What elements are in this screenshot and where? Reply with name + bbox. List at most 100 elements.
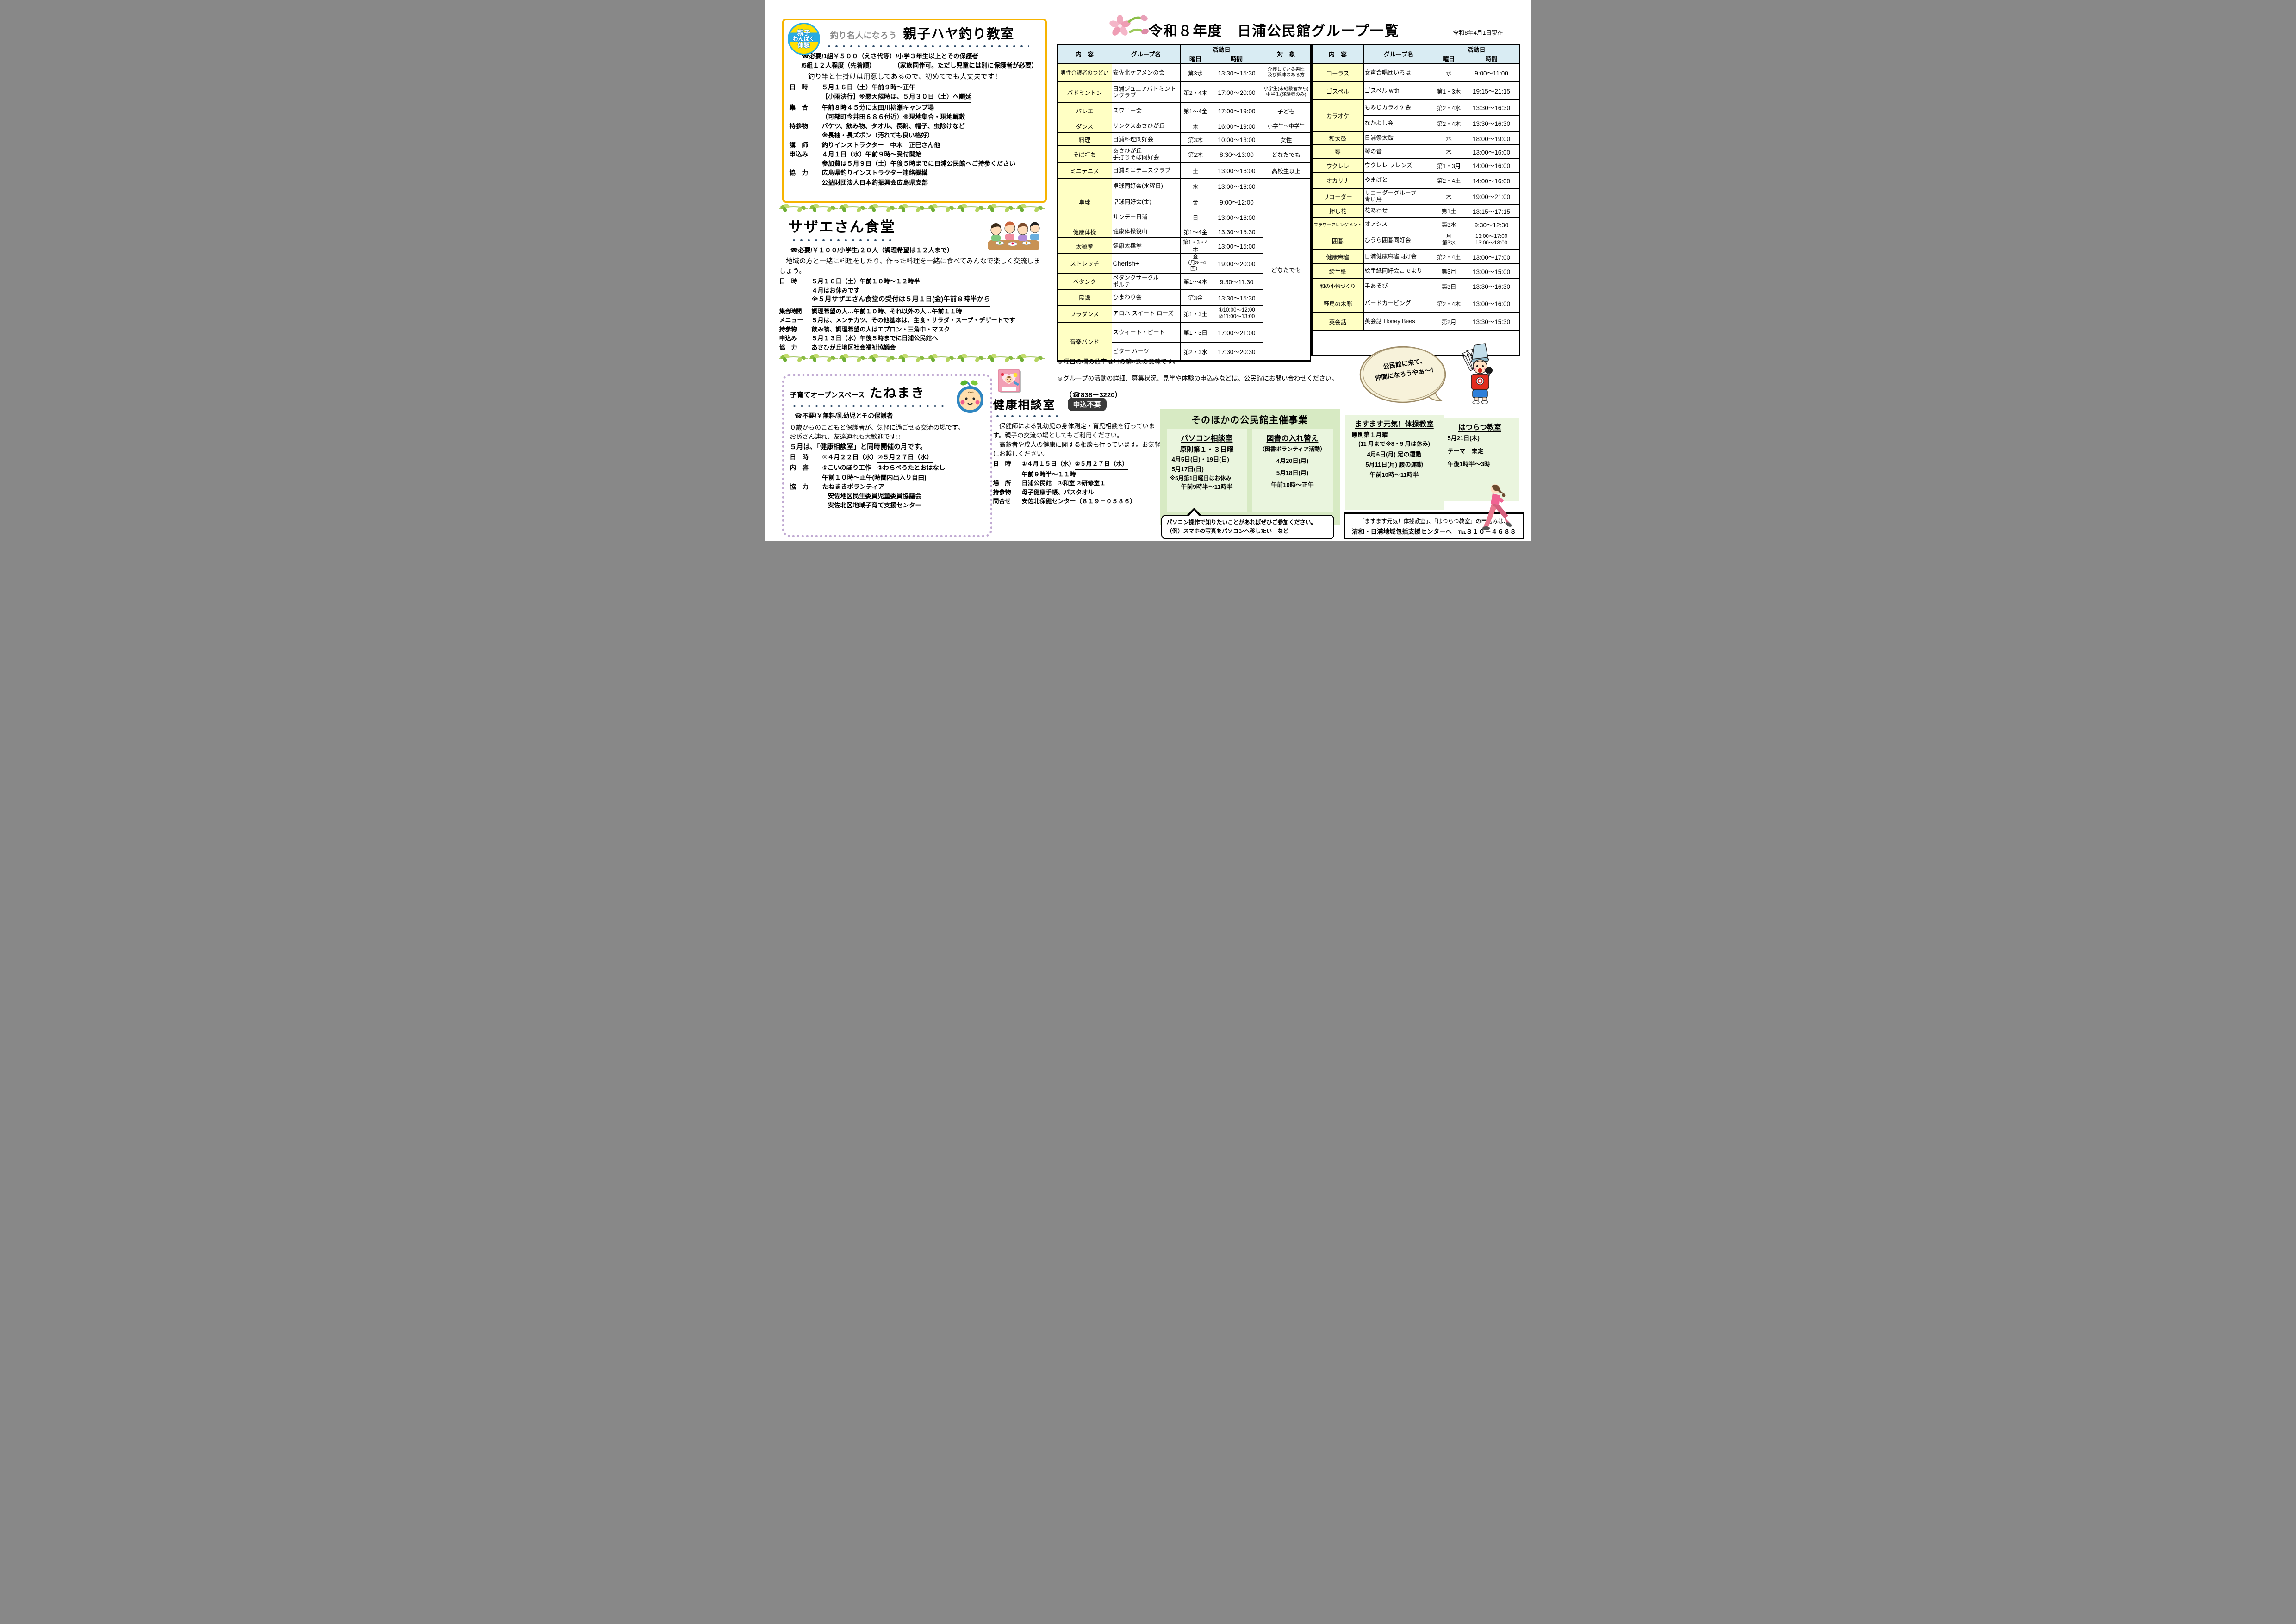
fishing-class-section: 親子 わんぱく 体験 釣り名人になろう 親子ハヤ釣り教室 ☎必要/1組￥５００（… bbox=[782, 19, 1047, 203]
pc-consult-line: 5月17日(日) bbox=[1171, 465, 1204, 473]
field-value: 釣りインストラクター 中木 正巳さん他 bbox=[821, 141, 940, 149]
table-row: カラオケ もみじカラオケ会 第2・4水 13:30～16:30 bbox=[1311, 99, 1520, 132]
badge-line: 体験 bbox=[797, 41, 810, 49]
field-value: 【小雨決行】 bbox=[821, 93, 859, 100]
table-row: 男性介護者のつどい 安佐北ケアメンの会 第3水 13:30～15:30 介護している男性… bbox=[1057, 63, 1311, 82]
group-table-left: 内 容 グループ名 活動日 対 象 曜日 時間 男性介護者のつどい 安佐北ケアメン… bbox=[1056, 44, 1311, 362]
field-value: （可部町今井田６８６付近）※現地集合・現地解散 bbox=[821, 113, 965, 120]
genki-line: 午前10時～11時半 bbox=[1369, 471, 1419, 478]
tanemaki-lead1: ０歳からのこどもと保護者が、気軽に過ごせる交流の場です。 bbox=[790, 424, 964, 431]
field-value: たねまきボランティア bbox=[822, 483, 884, 490]
table-row: 卓球同好会(金) 金 9:00～12:00 bbox=[1057, 194, 1310, 210]
fishing-info-capacity: /5組１２人程度（先着順） bbox=[801, 62, 876, 69]
table-row: 絵手紙 絵手紙同好会こでまり 第3月 13:00～15:00 bbox=[1311, 263, 1520, 279]
other-events-title: そのほかの公民館主催事業 bbox=[1191, 415, 1308, 425]
field-label: 申込み bbox=[779, 335, 797, 342]
field-value: あさひが丘地区社会福祉協議会 bbox=[811, 344, 896, 351]
dotted-divider-icon bbox=[790, 238, 895, 242]
table-row: 音楽バンド スウィート・ビート 第1・3日 17:00～21:00 bbox=[1057, 321, 1310, 362]
dotted-divider-icon bbox=[790, 404, 944, 408]
fishing-info-line1: ☎必要/1組￥５００（えさ代等）/小学３年生以上とその保護者 bbox=[801, 53, 978, 60]
field-label: 協 力 bbox=[779, 344, 797, 351]
exercise-woman-icon bbox=[1482, 484, 1512, 530]
col-header-group: グループ名 bbox=[1111, 44, 1181, 64]
table-row: ビター ハーツ 第2・3水 17:30～20:30 bbox=[1057, 342, 1310, 362]
field-value: 飲み物、調理希望の人はエプロン・三角巾・マスク bbox=[811, 325, 950, 333]
col-header-group: グループ名 bbox=[1363, 44, 1434, 64]
genki-title: ますます元気！体操教室 bbox=[1355, 420, 1434, 428]
field-value: 調理希望の人…午前１０時、それ以外の人…午前１１時 bbox=[811, 307, 962, 315]
field-value: ①４月２２日（水） bbox=[822, 454, 877, 461]
field-value: ４月１日（水）午前９時～受付開始 bbox=[821, 150, 922, 158]
field-label: 協 力 bbox=[790, 483, 809, 490]
sazae-lead: 地域の方と一緒に料理をしたり、作った料理を一緒に食べてみんなで楽しく交流しましょ… bbox=[779, 258, 1040, 275]
table-row: バドミントン 日浦ジュニアバドミントンクラブ 第2・4木 17:00～20:00 小学生… bbox=[1057, 81, 1311, 103]
fishing-lead: 釣り竿と仕掛けは用意してあるので、初めてでも大丈夫です！ bbox=[808, 73, 1002, 81]
table-row: 太極拳 健康太極拳 第1・3・4木 13:00～15:00 bbox=[1057, 237, 1310, 254]
badge-line: わんぱく bbox=[792, 36, 815, 43]
col-header-target: 対 象 bbox=[1262, 44, 1311, 64]
table-row: ミニテニス 日浦ミニテニスクラブ土 13:00～16:00 高校生以上 bbox=[1057, 162, 1311, 179]
table-row: コーラス 女声合唱団いろは水 9:00～11:00 bbox=[1311, 63, 1520, 82]
table-note-phone: （☎838－3220） bbox=[1065, 391, 1122, 399]
field-value: ５月１６日（土）午前９時～正午 bbox=[821, 84, 916, 91]
field-value: 日浦公民館 ①和室 ②研修室１ bbox=[1021, 480, 1106, 487]
table-row: ストレッチ Cherish+ 金 （月3～4回） 19:00～20:00 bbox=[1057, 253, 1310, 274]
col-header-time: 時間 bbox=[1210, 54, 1263, 64]
library-line: 4月20日(月) bbox=[1276, 457, 1309, 464]
other-events-section: そのほかの公民館主催事業 パソコン相談室 原則第１・３日曜 4月5日(日)・19… bbox=[1159, 409, 1340, 525]
application-note-box: 「ますます元気！体操教室」、「はつらつ教室」の申込みは、 清和・日浦地域包括支援… bbox=[1344, 512, 1524, 539]
health-consult-section: 健康相談室 申込不要 保健師による乳幼児の身体測定・育児相談を行っています。親子… bbox=[993, 369, 1163, 506]
pc-callout-box: パソコン操作で知りたいことがあればぜひご参加ください。 （例）スマホの写真をパソ… bbox=[1161, 508, 1334, 539]
genki-line: 原則第１月曜 bbox=[1351, 431, 1388, 438]
table-row: リコーダー リコーダーグループ 青い鳥木 19:00～21:00 bbox=[1311, 188, 1520, 205]
library-line: （図書ボランティア活動） bbox=[1259, 446, 1326, 452]
field-label: 日 時 bbox=[789, 84, 809, 91]
col-header-content: 内 容 bbox=[1057, 44, 1112, 64]
field-value: 午前８時４５分に太田川柳瀬キャンプ場 bbox=[821, 104, 934, 111]
col-header-day: 曜日 bbox=[1433, 54, 1464, 64]
field-label: 集 合 bbox=[789, 104, 809, 111]
library-title: 図書の入れ替え bbox=[1266, 435, 1319, 443]
field-value: ①こいのぼり工作 ②わらべうたとおはなし bbox=[822, 464, 946, 472]
table-row: 和太鼓 日浦祭太鼓水 18:00～19:00 bbox=[1311, 131, 1520, 145]
field-value: ５月は、メンチカツ、その他基本は、主食・サラダ・スープ・デザートです bbox=[811, 317, 1015, 324]
field-label: 持参物 bbox=[779, 325, 797, 333]
field-value: ※長袖・長ズボン（汚れても良い格好） bbox=[821, 132, 934, 139]
hatsuratsu-line: テーマ 未定 bbox=[1447, 448, 1484, 455]
col-header-activity: 活動日 bbox=[1180, 44, 1263, 54]
health-booklet-icon bbox=[998, 369, 1021, 393]
library-line: 5月18日(月) bbox=[1276, 469, 1309, 476]
clover-divider-icon bbox=[778, 202, 1045, 213]
sakura-icon bbox=[1109, 15, 1149, 36]
archer-character-icon bbox=[1461, 343, 1493, 404]
genki-line: (11 月まで※8・9 月は休み) bbox=[1358, 441, 1430, 448]
library-line: 午前10時～正午 bbox=[1271, 481, 1314, 488]
genki-line: 4月6日(月) 足の運動 bbox=[1367, 450, 1422, 458]
hatsuratsu-line: 午後1時半～3時 bbox=[1447, 461, 1490, 468]
fishing-header: 釣り名人になろう 親子ハヤ釣り教室 bbox=[830, 23, 1039, 43]
speech-bubble bbox=[1359, 346, 1446, 403]
table-row: 押し花 花あわせ 第1土 13:15～17:15 bbox=[1311, 204, 1520, 218]
table-row: 民謡 ひまわり会 第3金 13:30～15:30 bbox=[1057, 289, 1310, 306]
application-note-line2: 清和・日浦地域包括支援センターへ ℡８１０－４６８８ bbox=[1352, 528, 1516, 535]
badge-line: 親子 bbox=[797, 29, 810, 37]
table-row: 琴琴の音木 13:00～16:00 bbox=[1311, 144, 1520, 159]
field-label: 講 師 bbox=[789, 141, 809, 149]
tanemaki-section: 子育てオープンスペース たねまき ☎不要/￥無料/乳幼児とその保護者 ０歳からの… bbox=[782, 374, 992, 537]
col-header-time: 時間 bbox=[1463, 54, 1520, 64]
sazae-dining-section: サザエさん食堂 ☎必要/￥１００/小学生/２０人（調理希望は１２人まで） bbox=[778, 202, 1049, 364]
field-value: ５月１３日（水）午後５時までに日浦公民館へ bbox=[811, 335, 938, 342]
kids-meal-clipart-icon bbox=[987, 221, 1039, 250]
tanemaki-lead2: お孫さん連れ、友達連れも大歓迎です!! bbox=[790, 433, 901, 440]
table-row: オカリナ やまばと 第2・4土 14:00～16:00 bbox=[1311, 172, 1520, 189]
field-label: 日 時 bbox=[779, 278, 797, 285]
field-value: バケツ、飲み物、タオル、長靴、帽子、虫除けなど bbox=[821, 123, 965, 130]
fishing-title: 親子ハヤ釣り教室 bbox=[903, 27, 1014, 42]
field-label: 内 容 bbox=[790, 464, 809, 472]
postpone-note: ※悪天候時は、５月３０日（土）へ順延 bbox=[859, 92, 972, 103]
kenkou-lead2: 高齢者や成人の健康に関する相談も行っています。お気軽にお越しください。 bbox=[993, 441, 1161, 457]
hatsuratsu-title: はつらつ教室 bbox=[1458, 424, 1501, 431]
col-header-day: 曜日 bbox=[1180, 54, 1211, 64]
fishing-subtitle: 釣り名人になろう bbox=[830, 31, 897, 40]
